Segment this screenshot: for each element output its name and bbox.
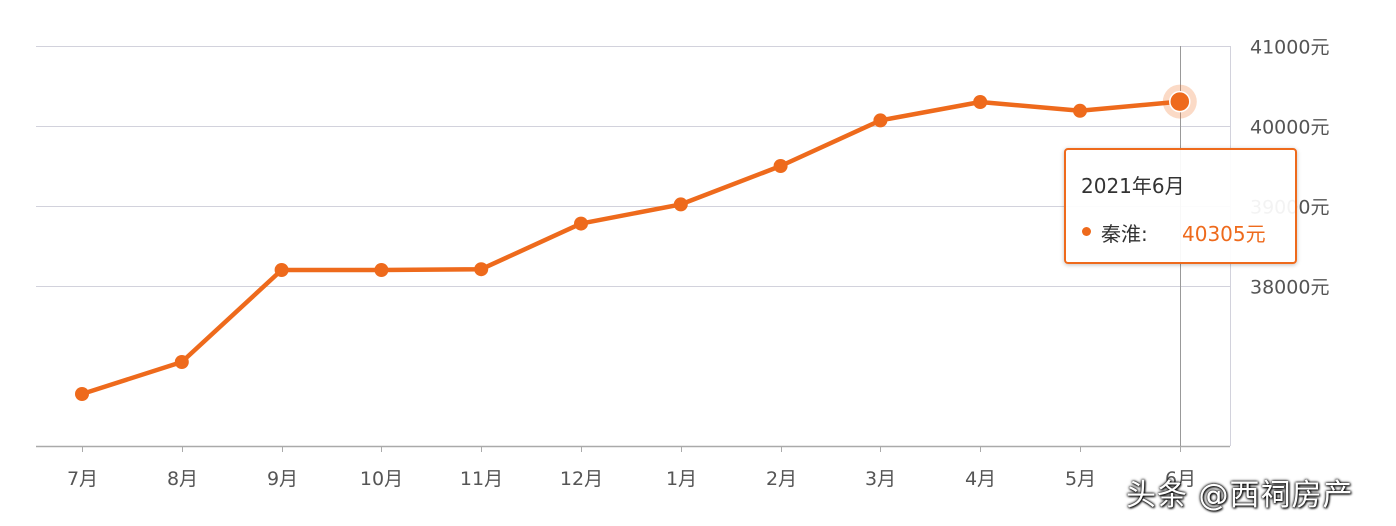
data-point[interactable] <box>1073 103 1087 118</box>
data-point[interactable] <box>973 95 988 109</box>
data-point-highlighted[interactable] <box>1169 90 1191 113</box>
tooltip-series-label: 秦淮: <box>1101 222 1148 246</box>
data-point[interactable] <box>673 197 688 212</box>
tooltip: 2021年6月 秦淮: 40305元 <box>1064 148 1297 264</box>
series-line-qinhuai <box>79 99 1183 397</box>
x-tick-label: 11月 <box>460 468 503 490</box>
watermark: 头条 @西祠房产 <box>1126 478 1354 513</box>
data-point[interactable] <box>274 263 289 277</box>
tooltip-value: 40305元 <box>1182 222 1266 246</box>
grid-lines <box>36 46 1230 287</box>
x-tick-label: 8月 <box>167 468 198 490</box>
data-point[interactable] <box>873 113 888 128</box>
data-point[interactable] <box>174 355 189 369</box>
data-point[interactable] <box>75 387 89 401</box>
tooltip-row: 秦淮: 40305元 <box>1081 218 1291 246</box>
x-tick-label: 5月 <box>1065 468 1096 490</box>
x-tick-label: 6月 <box>1165 468 1196 490</box>
x-tick-label: 7月 <box>67 468 98 490</box>
data-point[interactable] <box>474 262 489 277</box>
x-tick-label: 12月 <box>560 468 603 490</box>
y-tick-label: 38000元 <box>1250 277 1329 299</box>
x-tick-label: 9月 <box>267 468 298 490</box>
x-tick-label: 2月 <box>766 468 797 490</box>
series-line <box>79 99 1183 397</box>
data-points[interactable] <box>75 84 1197 401</box>
y-tick-label: 41000元 <box>1250 37 1329 59</box>
x-tick-label: 4月 <box>965 468 996 490</box>
tooltip-title: 2021年6月 <box>1081 174 1185 198</box>
data-point[interactable] <box>773 159 788 173</box>
x-tick-label: 10月 <box>360 468 403 490</box>
x-tick-label: 1月 <box>666 468 697 490</box>
x-tick-label: 3月 <box>865 468 896 490</box>
x-axis-labels: 7月 8月 9月 10月 11月 12月 1月 2月 3月 4月 5月 6月 <box>67 468 1196 490</box>
y-tick-label: 40000元 <box>1250 117 1329 139</box>
data-point[interactable] <box>574 216 588 231</box>
series-dot-icon <box>1082 227 1091 236</box>
data-point[interactable] <box>374 263 389 277</box>
